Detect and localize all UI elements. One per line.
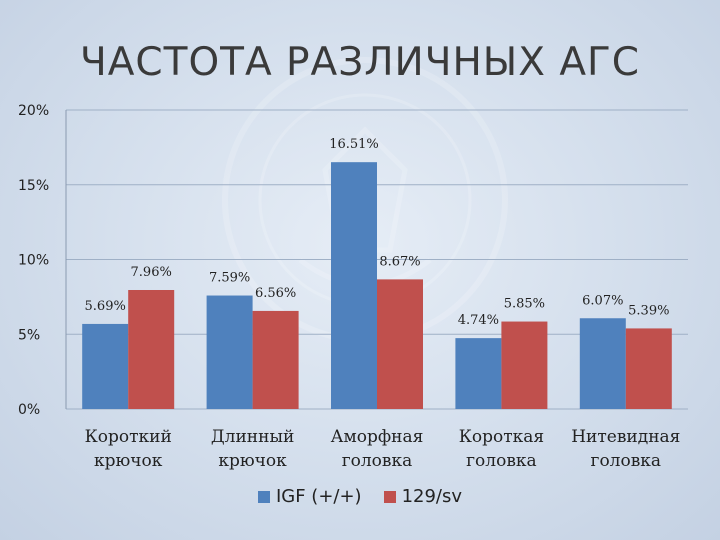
- x-tick-label: Длинный: [211, 427, 294, 447]
- bar-129sv: [128, 289, 175, 409]
- x-tick-label: головка: [466, 451, 537, 471]
- y-tick-label: 5%: [18, 327, 40, 343]
- data-label: 7.96%: [131, 265, 172, 280]
- bars: [82, 162, 672, 409]
- chart-title: ЧАСТОТА РАЗЛИЧНЫХ АГС: [79, 40, 641, 85]
- bar-igf: [82, 323, 129, 409]
- bar-igf: [455, 338, 502, 409]
- y-tick-label: 0%: [18, 402, 40, 418]
- bar-igf: [579, 318, 626, 409]
- data-label: 8.67%: [379, 254, 420, 269]
- x-tick-label: крючок: [218, 451, 287, 471]
- legend-item-igf: IGF (+/+): [257, 486, 362, 507]
- bar-igf: [331, 162, 377, 409]
- x-tick-label: Аморфная: [331, 427, 424, 447]
- y-tick-label: 15%: [18, 178, 49, 194]
- legend-label-igf: IGF (+/+): [275, 486, 362, 507]
- y-axis: 0% 5% 10% 15% 20%: [18, 103, 67, 418]
- x-tick-label: Нитевидная: [571, 427, 680, 447]
- data-label: 4.74%: [458, 313, 499, 328]
- data-label: 5.85%: [504, 297, 545, 312]
- x-tick-label: головка: [342, 451, 413, 471]
- legend-swatch-129sv: [383, 490, 396, 503]
- legend: IGF (+/+) 129/sv: [0, 486, 720, 507]
- x-axis: Короткий крючок Длинный крючок Аморфная голов…: [85, 427, 681, 471]
- bar-129sv: [625, 328, 672, 409]
- y-tick-label: 10%: [18, 253, 49, 269]
- y-tick-label: 20%: [18, 103, 49, 119]
- legend-label-129sv: 129/sv: [401, 486, 463, 507]
- data-label: 7.59%: [209, 271, 250, 286]
- x-tick-label: Короткий: [85, 427, 172, 447]
- data-labels: 5.69% 7.96% 7.59% 6.56% 16.51% 8.67% 4.74% 5.85…: [85, 137, 670, 328]
- data-label: 5.39%: [628, 303, 669, 318]
- legend-swatch-igf: [257, 490, 270, 503]
- x-tick-label: Короткая: [459, 427, 544, 447]
- bar-129sv: [252, 310, 299, 409]
- data-label: 6.56%: [255, 286, 296, 301]
- x-tick-label: головка: [591, 451, 662, 471]
- x-tick-label: крючок: [94, 451, 163, 471]
- data-label: 6.07%: [582, 293, 623, 308]
- bar-igf: [206, 295, 253, 409]
- data-label: 5.69%: [85, 299, 126, 314]
- bar-129sv: [501, 321, 548, 409]
- data-label: 16.51%: [329, 137, 379, 152]
- bar-129sv: [377, 279, 423, 409]
- legend-item-129sv: 129/sv: [383, 486, 463, 507]
